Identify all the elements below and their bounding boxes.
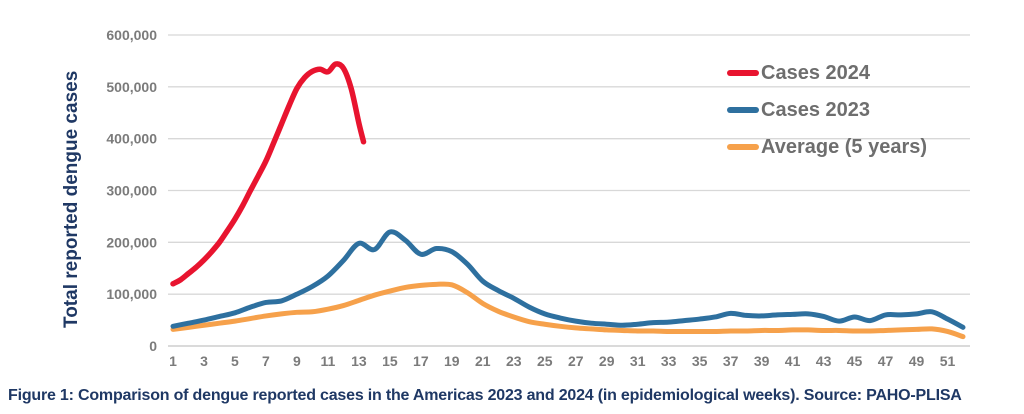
x-tick-label: 19 [444,353,460,369]
x-tick-label: 31 [630,353,646,369]
y-tick-label: 100,000 [106,286,157,302]
y-tick-label: 600,000 [106,27,157,43]
y-tick-label: 0 [149,338,157,354]
x-tick-label: 21 [475,353,491,369]
x-tick-label: 37 [723,353,739,369]
legend-item-cases-2023: Cases 2023 [727,98,927,122]
x-tick-label: 39 [754,353,770,369]
x-tick-label: 5 [231,353,239,369]
x-tick-label: 1 [169,353,177,369]
x-tick-label: 3 [200,353,208,369]
legend-label-cases-2024: Cases 2024 [761,62,870,84]
x-tick-label: 27 [568,353,584,369]
legend-label-cases-2023: Cases 2023 [761,99,870,121]
x-tick-label: 45 [847,353,863,369]
x-tick-label: 7 [262,353,270,369]
legend: Cases 2024 Cases 2023 Average (5 years) [727,61,927,159]
legend-swatch-blue-line-icon [727,107,759,113]
x-tick-label: 17 [413,353,429,369]
dengue-line-chart: 0 100,000 200,000 300,000 400,000 500,000 600,… [106,27,970,369]
y-tick-label: 500,000 [106,79,157,95]
series-line-cases-2023 [170,229,966,330]
legend-label-average-5-years: Average (5 years) [761,136,928,158]
x-tick-label: 43 [816,353,832,369]
legend-item-cases-2024: Cases 2024 [727,61,927,85]
x-tick-label: 47 [878,353,894,369]
y-tick-label: 400,000 [106,131,157,147]
x-tick-label: 9 [293,353,301,369]
series-line-average-5-years- [170,281,966,340]
x-tick-label: 41 [785,353,801,369]
y-tick-label: 300,000 [106,183,157,199]
x-tick-label: 35 [692,353,708,369]
legend-swatch-red-line-icon [727,70,759,76]
x-tick-label: 13 [351,353,367,369]
x-tick-label: 15 [382,353,398,369]
figure-caption: Figure 1: Comparison of dengue reported … [8,387,962,404]
x-tick-label: 23 [506,353,522,369]
series-line-cases-2024 [170,61,367,287]
legend-item-average-5-years: Average (5 years) [727,135,927,159]
x-tick-label: 49 [909,353,925,369]
x-tick-label: 33 [661,353,677,369]
legend-swatch-orange-line-icon [727,144,759,150]
x-tick-label: 29 [599,353,615,369]
x-tick-label: 25 [537,353,553,369]
x-tick-label: 11 [320,353,335,369]
y-tick-label: 200,000 [106,234,157,250]
x-tick-label: 51 [940,353,956,369]
